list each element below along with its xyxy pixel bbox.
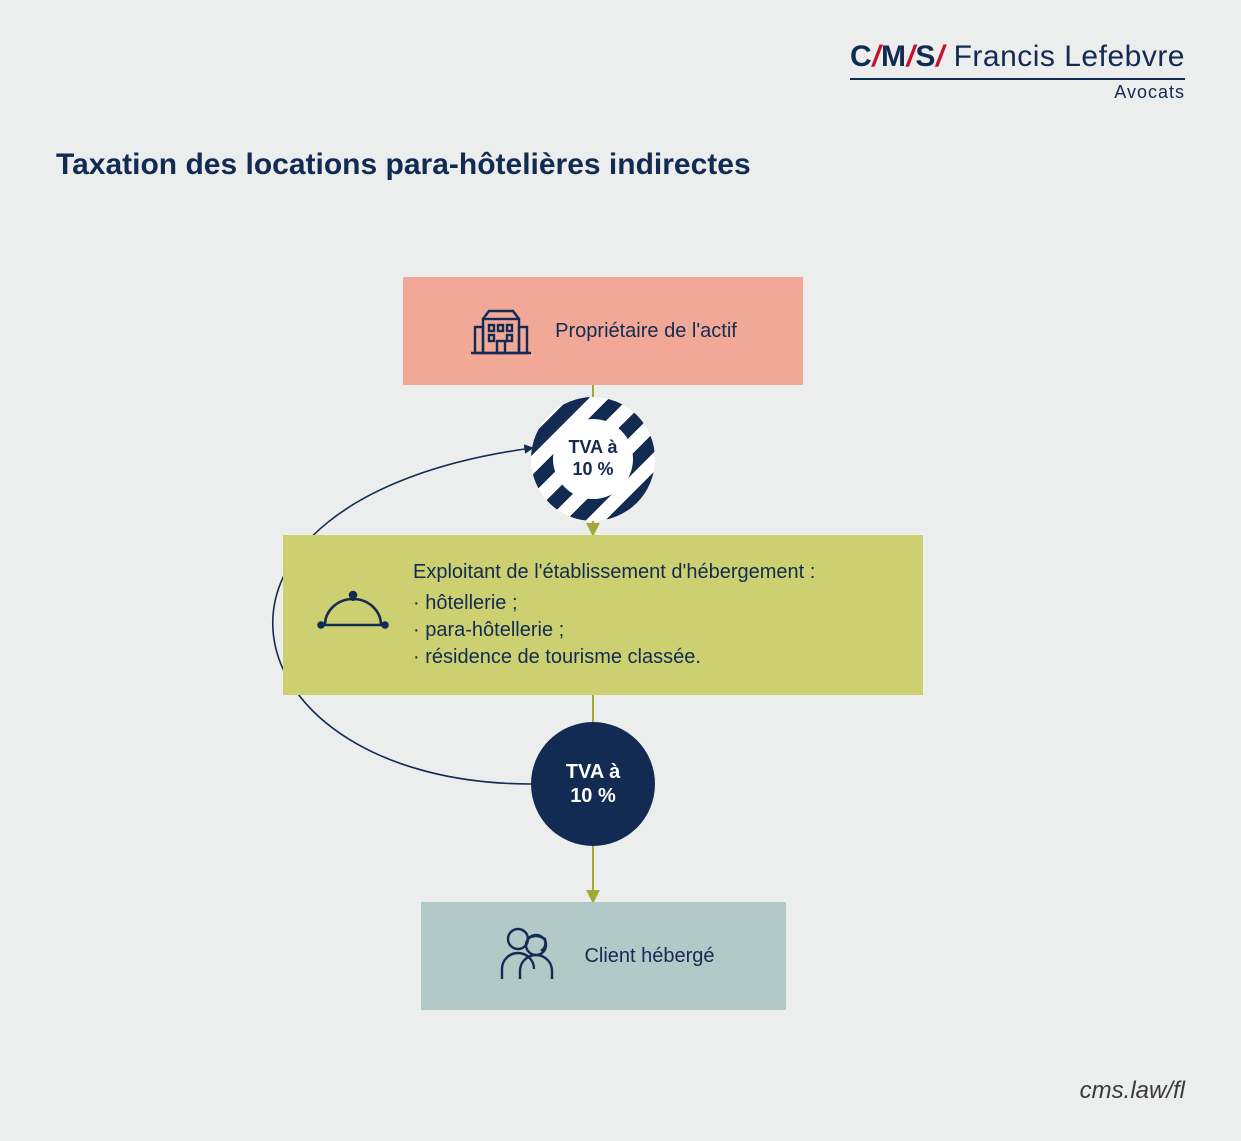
node-owner-label: Propriétaire de l'actif	[555, 318, 737, 345]
operator-bullet: résidence de tourisme classée.	[413, 644, 815, 671]
tva-badge-1-text: TVA à10 %	[553, 419, 633, 499]
cloche-icon	[315, 575, 391, 656]
logo-main: C/M/S/ Francis Lefebvre	[850, 40, 1185, 74]
node-owner: Propriétaire de l'actif	[403, 277, 803, 385]
node-client-label: Client hébergé	[584, 943, 714, 970]
node-operator-text: Exploitant de l'établissement d'hébergem…	[413, 559, 815, 671]
brand-logo: C/M/S/ Francis Lefebvre Avocats	[850, 40, 1185, 103]
node-operator: Exploitant de l'établissement d'hébergem…	[283, 535, 923, 695]
building-icon	[469, 297, 533, 366]
operator-bullet: hôtellerie ;	[413, 590, 815, 617]
tva-badge-striped: TVA à10 %	[531, 397, 655, 521]
tva-badge-2-text: TVA à10 %	[566, 760, 620, 808]
footer-url: cms.law/fl	[1080, 1077, 1185, 1105]
people-icon	[492, 921, 562, 992]
logo-name: Francis Lefebvre	[954, 40, 1185, 73]
node-client: Client hébergé	[421, 902, 786, 1010]
page-title: Taxation des locations para-hôtelières i…	[56, 148, 751, 182]
node-operator-heading: Exploitant de l'établissement d'hébergem…	[413, 559, 815, 586]
logo-divider	[850, 78, 1185, 80]
logo-subtitle: Avocats	[850, 82, 1185, 103]
operator-bullet: para-hôtellerie ;	[413, 617, 815, 644]
tva-badge-solid: TVA à10 %	[531, 722, 655, 846]
